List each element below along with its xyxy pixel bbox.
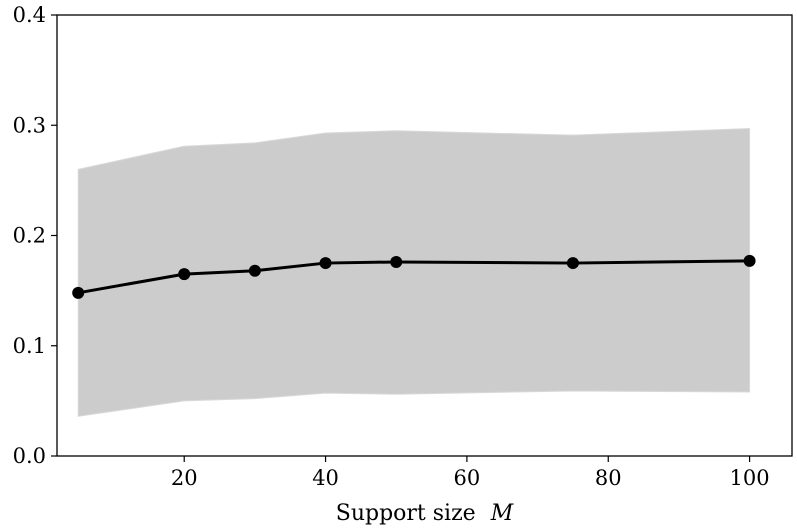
x-tick-label-20: 20	[171, 466, 198, 490]
x-tick-label-100: 100	[730, 466, 770, 490]
confidence-band-layer	[77, 128, 751, 417]
x-axis-ticks: 20 40 60 80 100	[171, 456, 770, 490]
data-point-20	[178, 268, 191, 281]
y-tick-label-3: 0.3	[13, 113, 46, 137]
x-tick-label-40: 40	[312, 466, 339, 490]
x-axis-label-symbol: M	[490, 501, 514, 526]
data-point-40	[319, 257, 332, 270]
data-point-100	[743, 254, 756, 267]
x-axis-label-text: Support size	[336, 501, 476, 526]
y-axis-ticks: 0.0 0.1 0.2 0.3 0.4	[13, 3, 57, 468]
x-tick-label-80: 80	[595, 466, 622, 490]
data-point-50	[390, 255, 403, 268]
y-tick-label-2: 0.2	[13, 224, 46, 248]
y-tick-label-0: 0.0	[13, 444, 46, 468]
series-marker-layer	[72, 254, 756, 299]
x-tick-label-60: 60	[454, 466, 481, 490]
confidence-band	[77, 128, 751, 417]
y-tick-label-4: 0.4	[13, 3, 46, 27]
data-point-75	[566, 257, 579, 270]
y-tick-label-1: 0.1	[13, 334, 46, 358]
x-axis-label: Support size M	[336, 501, 514, 526]
data-point-30	[248, 264, 261, 277]
data-point-5	[72, 286, 85, 299]
